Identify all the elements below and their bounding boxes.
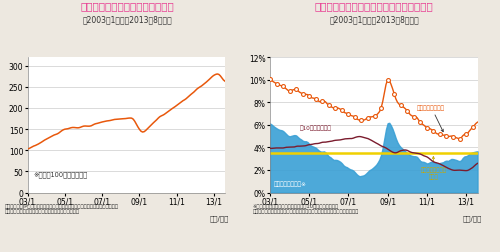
Text: （年/月）: （年/月） [462,214,481,221]
Text: ※利回りスプレッド：新興国債券と米10年国債の利回り差
（信頼できると判断したデータをもとに日興アセットマネジメントが作成）: ※利回りスプレッド：新興国債券と米10年国債の利回り差 （信頼できると判断したデ… [252,203,359,214]
Text: 利回りスプレッド
の平均: 利回りスプレッド の平均 [420,157,446,179]
Text: （年/月）: （年/月） [210,214,229,221]
Text: 新興国債券のパフォーマンス推移: 新興国債券のパフォーマンス推移 [80,1,174,11]
Text: 利回りスプレッド※: 利回りスプレッド※ [274,180,306,186]
Text: 新興国債券：JPモルガン・エマージング・マーケッツ・ボンド・インデックス・
　グローバル・ディバーシファイド（米ドルベース）: 新興国債券：JPモルガン・エマージング・マーケッツ・ボンド・インデックス・ グロ… [5,203,119,214]
Text: 米10年国債利回り: 米10年国債利回り [300,125,332,131]
Text: 新興国債券と米長期金利などの利回り推移: 新興国債券と米長期金利などの利回り推移 [314,1,434,11]
Text: ※起点を100として指数化: ※起点を100として指数化 [34,170,88,177]
Text: 新興国債券利回り: 新興国債券利回り [417,105,445,132]
Text: （2003年1月末～2013年8月末）: （2003年1月末～2013年8月末） [329,15,419,24]
Text: （2003年1月末～2013年8月末）: （2003年1月末～2013年8月末） [82,15,172,24]
